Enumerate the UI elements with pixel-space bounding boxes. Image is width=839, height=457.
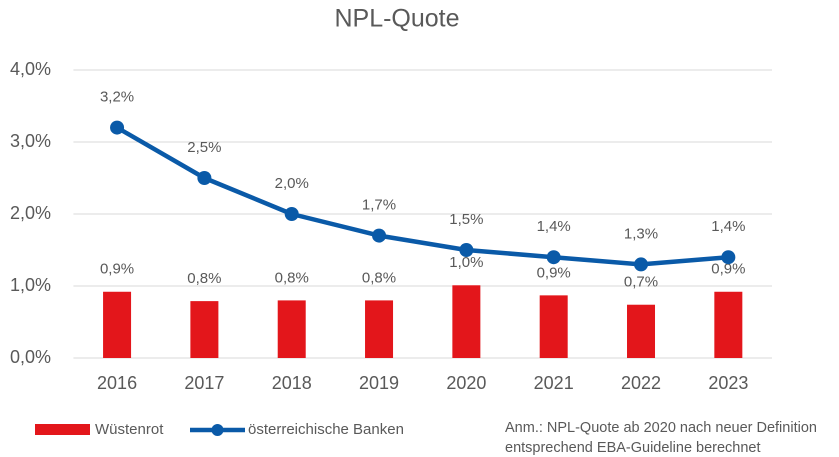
data-label: 1,4% xyxy=(711,218,745,235)
data-label: 0,8% xyxy=(275,269,309,286)
x-tick-label: 2020 xyxy=(446,373,486,393)
legend-label: Wüstenrot xyxy=(95,421,164,438)
x-tick-label: 2023 xyxy=(708,373,748,393)
line-point xyxy=(372,228,387,243)
bar xyxy=(103,291,132,358)
data-label: 2,0% xyxy=(275,175,309,192)
annotation: entsprechend EBA-Guideline berechnet xyxy=(505,440,761,456)
y-tick-label: 1,0% xyxy=(10,275,51,295)
data-label: 0,8% xyxy=(187,270,221,287)
data-label: 0,9% xyxy=(711,261,745,278)
data-label: 0,8% xyxy=(362,269,396,286)
y-tick-label: 4,0% xyxy=(10,59,51,79)
bar xyxy=(452,285,481,358)
bar xyxy=(627,304,656,358)
annotation: Anm.: NPL-Quote ab 2020 nach neuer Defin… xyxy=(505,420,817,436)
legend-swatch xyxy=(35,424,90,435)
y-tick-label: 3,0% xyxy=(10,131,51,151)
legend-swatch xyxy=(211,424,224,436)
x-tick-label: 2016 xyxy=(97,373,137,393)
bar xyxy=(714,291,743,358)
data-label: 2,5% xyxy=(187,139,221,156)
data-label: 1,0% xyxy=(449,254,483,271)
data-label: 1,4% xyxy=(537,218,571,235)
data-label: 3,2% xyxy=(100,89,134,106)
line-point xyxy=(634,257,649,272)
y-tick-label: 0,0% xyxy=(10,347,51,367)
line-point xyxy=(459,243,474,257)
line-point xyxy=(284,207,299,221)
line-point xyxy=(721,250,736,265)
y-tick-label: 2,0% xyxy=(10,203,51,223)
bar xyxy=(539,295,568,358)
chart-title: NPL-Quote xyxy=(334,5,459,33)
line xyxy=(115,125,729,267)
data-label: 0,7% xyxy=(624,274,658,291)
data-label: 1,5% xyxy=(449,211,483,228)
x-tick-label: 2019 xyxy=(359,373,399,393)
legend-label: österreichische Banken xyxy=(248,421,404,438)
data-label: 0,9% xyxy=(100,261,134,278)
data-label: 1,7% xyxy=(362,197,396,214)
line-point xyxy=(546,250,561,265)
x-tick-label: 2022 xyxy=(621,373,661,393)
line-point xyxy=(110,120,125,135)
bar xyxy=(365,300,394,358)
line-point xyxy=(197,171,212,185)
data-label: 1,3% xyxy=(624,225,658,242)
bar xyxy=(277,300,306,358)
x-tick-label: 2021 xyxy=(534,373,574,393)
x-tick-label: 2017 xyxy=(184,373,224,393)
bar xyxy=(190,301,219,358)
x-tick-label: 2018 xyxy=(272,373,312,393)
data-label: 0,9% xyxy=(537,264,571,281)
